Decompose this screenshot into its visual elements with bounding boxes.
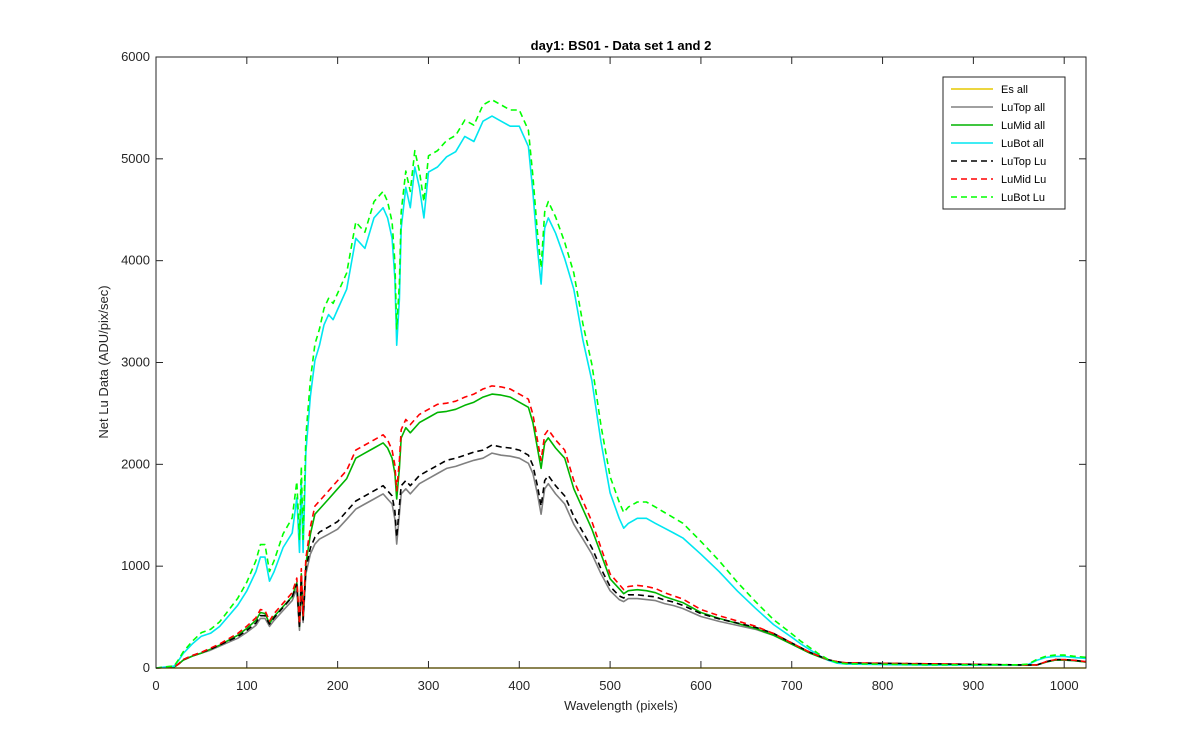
series-line-lumid-lu bbox=[155, 385, 1087, 669]
y-tick-label: 5000 bbox=[121, 151, 150, 166]
x-tick-label: 200 bbox=[327, 678, 349, 693]
x-tick-label: 400 bbox=[508, 678, 530, 693]
x-tick-label: 700 bbox=[781, 678, 803, 693]
x-tick-label: 100 bbox=[236, 678, 258, 693]
legend-label: LuTop Lu bbox=[1001, 156, 1046, 168]
legend-label: Es all bbox=[1001, 84, 1028, 96]
chart-title: day1: BS01 - Data set 1 and 2 bbox=[531, 38, 712, 53]
series-line-lubot-lu bbox=[155, 99, 1087, 669]
y-tick-label: 3000 bbox=[121, 355, 150, 370]
plot-area bbox=[156, 57, 1086, 668]
series-line-lubot-all bbox=[155, 115, 1087, 669]
x-tick-label: 800 bbox=[872, 678, 894, 693]
legend-label: LuTop all bbox=[1001, 102, 1045, 114]
legend-label: LuBot Lu bbox=[1001, 192, 1045, 204]
legend-label: LuMid Lu bbox=[1001, 174, 1046, 186]
y-tick-label: 1000 bbox=[121, 558, 150, 573]
y-tick-label: 0 bbox=[143, 660, 150, 675]
y-axis-label: Net Lu Data (ADU/pix/sec) bbox=[96, 285, 111, 438]
x-tick-label: 0 bbox=[152, 678, 159, 693]
legend-label: LuMid all bbox=[1001, 120, 1045, 132]
x-tick-label: 300 bbox=[418, 678, 440, 693]
legend: Es all LuTop all LuMid all LuBot all LuTop L… bbox=[942, 76, 1066, 210]
ticks-layer: 0 100 200 300 400 500 600 700 800 900 1000 0 1000 200… bbox=[121, 49, 1086, 693]
x-tick-label: 600 bbox=[690, 678, 712, 693]
legend-label: LuBot all bbox=[1001, 138, 1044, 150]
y-tick-label: 4000 bbox=[121, 253, 150, 268]
x-axis-label: Wavelength (pixels) bbox=[564, 698, 678, 713]
x-tick-label: 500 bbox=[599, 678, 621, 693]
y-tick-label: 2000 bbox=[121, 456, 150, 471]
y-tick-label: 6000 bbox=[121, 49, 150, 64]
legend-entries: Es all LuTop all LuMid all LuBot all LuTop L… bbox=[951, 84, 1046, 204]
series-line-lutop-lu bbox=[155, 444, 1087, 669]
x-tick-label: 900 bbox=[963, 678, 985, 693]
x-tick-label: 1000 bbox=[1050, 678, 1079, 693]
